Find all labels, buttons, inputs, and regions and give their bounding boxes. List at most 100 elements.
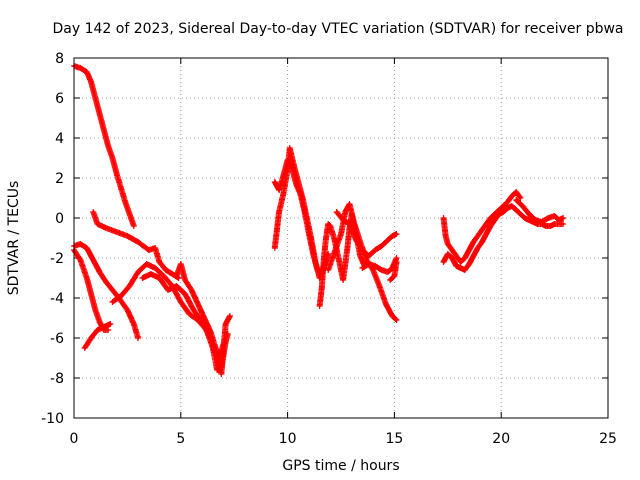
data-point	[354, 238, 358, 242]
data-point	[450, 248, 454, 252]
data-point	[476, 246, 479, 250]
data-point	[459, 266, 462, 270]
data-point	[386, 238, 390, 242]
data-point	[188, 312, 191, 316]
data-point	[218, 356, 221, 360]
data-point	[175, 284, 178, 288]
series-arc13	[333, 209, 400, 259]
data-point	[506, 200, 509, 204]
y-tick-label: -2	[50, 251, 64, 267]
data-point	[339, 232, 343, 236]
data-point	[286, 158, 289, 162]
data-point	[96, 222, 99, 226]
x-tick-label: 0	[70, 431, 79, 447]
y-tick-labels: -10 -8 -6 -4 -2 0 2 4 6 8	[41, 51, 64, 427]
data-point	[179, 262, 182, 266]
data-point	[104, 280, 108, 284]
data-point	[335, 210, 338, 214]
data-point	[521, 204, 524, 208]
data-point	[386, 270, 390, 274]
data-point	[124, 200, 127, 204]
data-point	[275, 228, 279, 232]
data-point	[203, 316, 206, 320]
data-point	[171, 272, 174, 276]
data-point	[282, 192, 285, 196]
x-tick-label: 5	[176, 431, 185, 447]
data-point	[459, 260, 462, 264]
data-point	[371, 268, 375, 272]
data-point	[316, 268, 319, 272]
data-point	[485, 232, 488, 236]
data-point	[126, 308, 129, 312]
data-point	[166, 288, 170, 292]
data-point	[476, 234, 479, 238]
data-point	[395, 256, 398, 260]
data-point	[365, 258, 368, 262]
data-point	[85, 70, 89, 74]
y-tick-label: -6	[50, 331, 64, 347]
data-point	[480, 228, 484, 232]
data-point	[352, 220, 356, 224]
data-point	[341, 278, 345, 282]
data-point	[489, 216, 492, 220]
data-point	[546, 216, 550, 220]
y-tick-label: -10	[41, 411, 64, 427]
data-point	[147, 248, 150, 252]
data-point	[502, 210, 505, 214]
data-point	[442, 260, 445, 264]
data-point	[324, 236, 328, 240]
data-point	[109, 322, 112, 326]
data-point	[557, 218, 561, 222]
data-point	[209, 330, 212, 334]
data-point	[153, 246, 157, 250]
data-point	[514, 190, 518, 194]
data-point	[85, 246, 89, 250]
data-point	[485, 222, 488, 226]
data-point	[299, 192, 302, 196]
data-point	[104, 324, 108, 328]
data-point	[196, 302, 200, 306]
data-point	[346, 246, 349, 250]
data-point	[145, 262, 148, 266]
data-point	[177, 276, 180, 280]
data-point	[514, 208, 518, 212]
x-tick-label: 20	[492, 431, 510, 447]
data-marks	[71, 63, 567, 377]
data-point	[322, 256, 326, 260]
data-point	[132, 224, 136, 228]
data-point	[273, 246, 276, 250]
data-point	[94, 96, 97, 100]
data-point	[519, 196, 522, 200]
data-point	[79, 242, 82, 246]
data-point	[467, 262, 471, 266]
data-point	[183, 292, 187, 296]
data-point	[106, 144, 110, 148]
data-point	[307, 232, 311, 236]
series-arc14	[359, 255, 400, 275]
data-point	[85, 276, 89, 280]
data-point	[455, 264, 458, 268]
y-tick-label: 4	[55, 131, 64, 147]
data-point	[549, 224, 552, 228]
data-point	[89, 292, 93, 296]
data-point	[493, 218, 496, 222]
data-point	[348, 202, 351, 206]
y-tick-label: 8	[55, 51, 64, 67]
data-point	[294, 182, 298, 186]
data-point	[391, 234, 394, 238]
x-tick-label: 10	[279, 431, 297, 447]
data-point	[79, 258, 82, 262]
data-point	[162, 274, 165, 278]
data-point	[119, 294, 123, 298]
y-axis-label: SDTVAR / TECUs	[6, 181, 22, 296]
data-point	[472, 254, 475, 258]
data-point	[534, 218, 537, 222]
data-point	[164, 268, 168, 272]
data-point	[561, 222, 565, 226]
data-point	[337, 258, 341, 262]
data-point	[141, 276, 144, 280]
data-point	[373, 264, 377, 268]
x-tick-labels: 0 5 10 15 20 25	[70, 431, 617, 447]
data-point	[391, 314, 394, 318]
